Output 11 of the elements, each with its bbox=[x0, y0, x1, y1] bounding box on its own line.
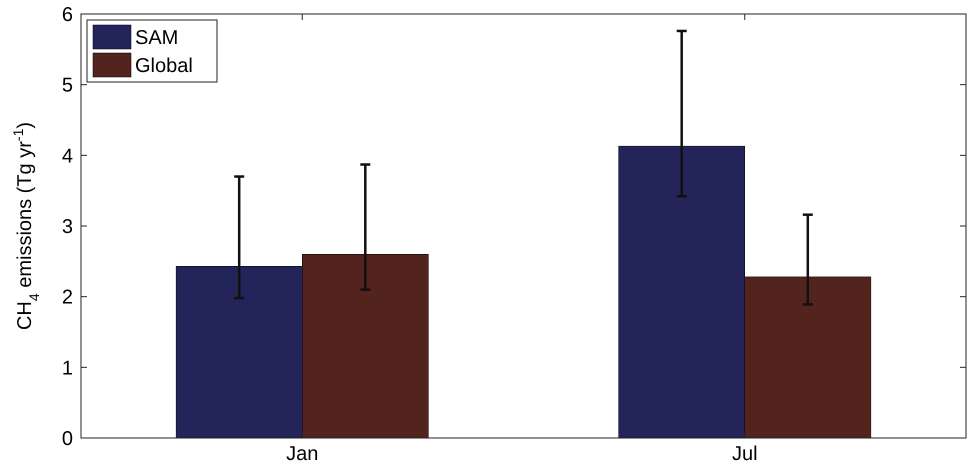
x-tick-label: Jan bbox=[286, 443, 318, 465]
y-tick-label: 5 bbox=[62, 74, 73, 97]
y-tick-label: 3 bbox=[62, 216, 73, 238]
y-tick-label: 0 bbox=[62, 428, 73, 450]
y-tick-label: 1 bbox=[62, 357, 73, 380]
legend-label: Global bbox=[135, 55, 193, 77]
y-tick-label: 2 bbox=[62, 286, 73, 309]
legend-label: SAM bbox=[135, 27, 178, 49]
x-tick-label: Jul bbox=[732, 443, 758, 465]
y-tick-label: 4 bbox=[62, 145, 73, 168]
y-tick-label: 6 bbox=[62, 4, 73, 26]
